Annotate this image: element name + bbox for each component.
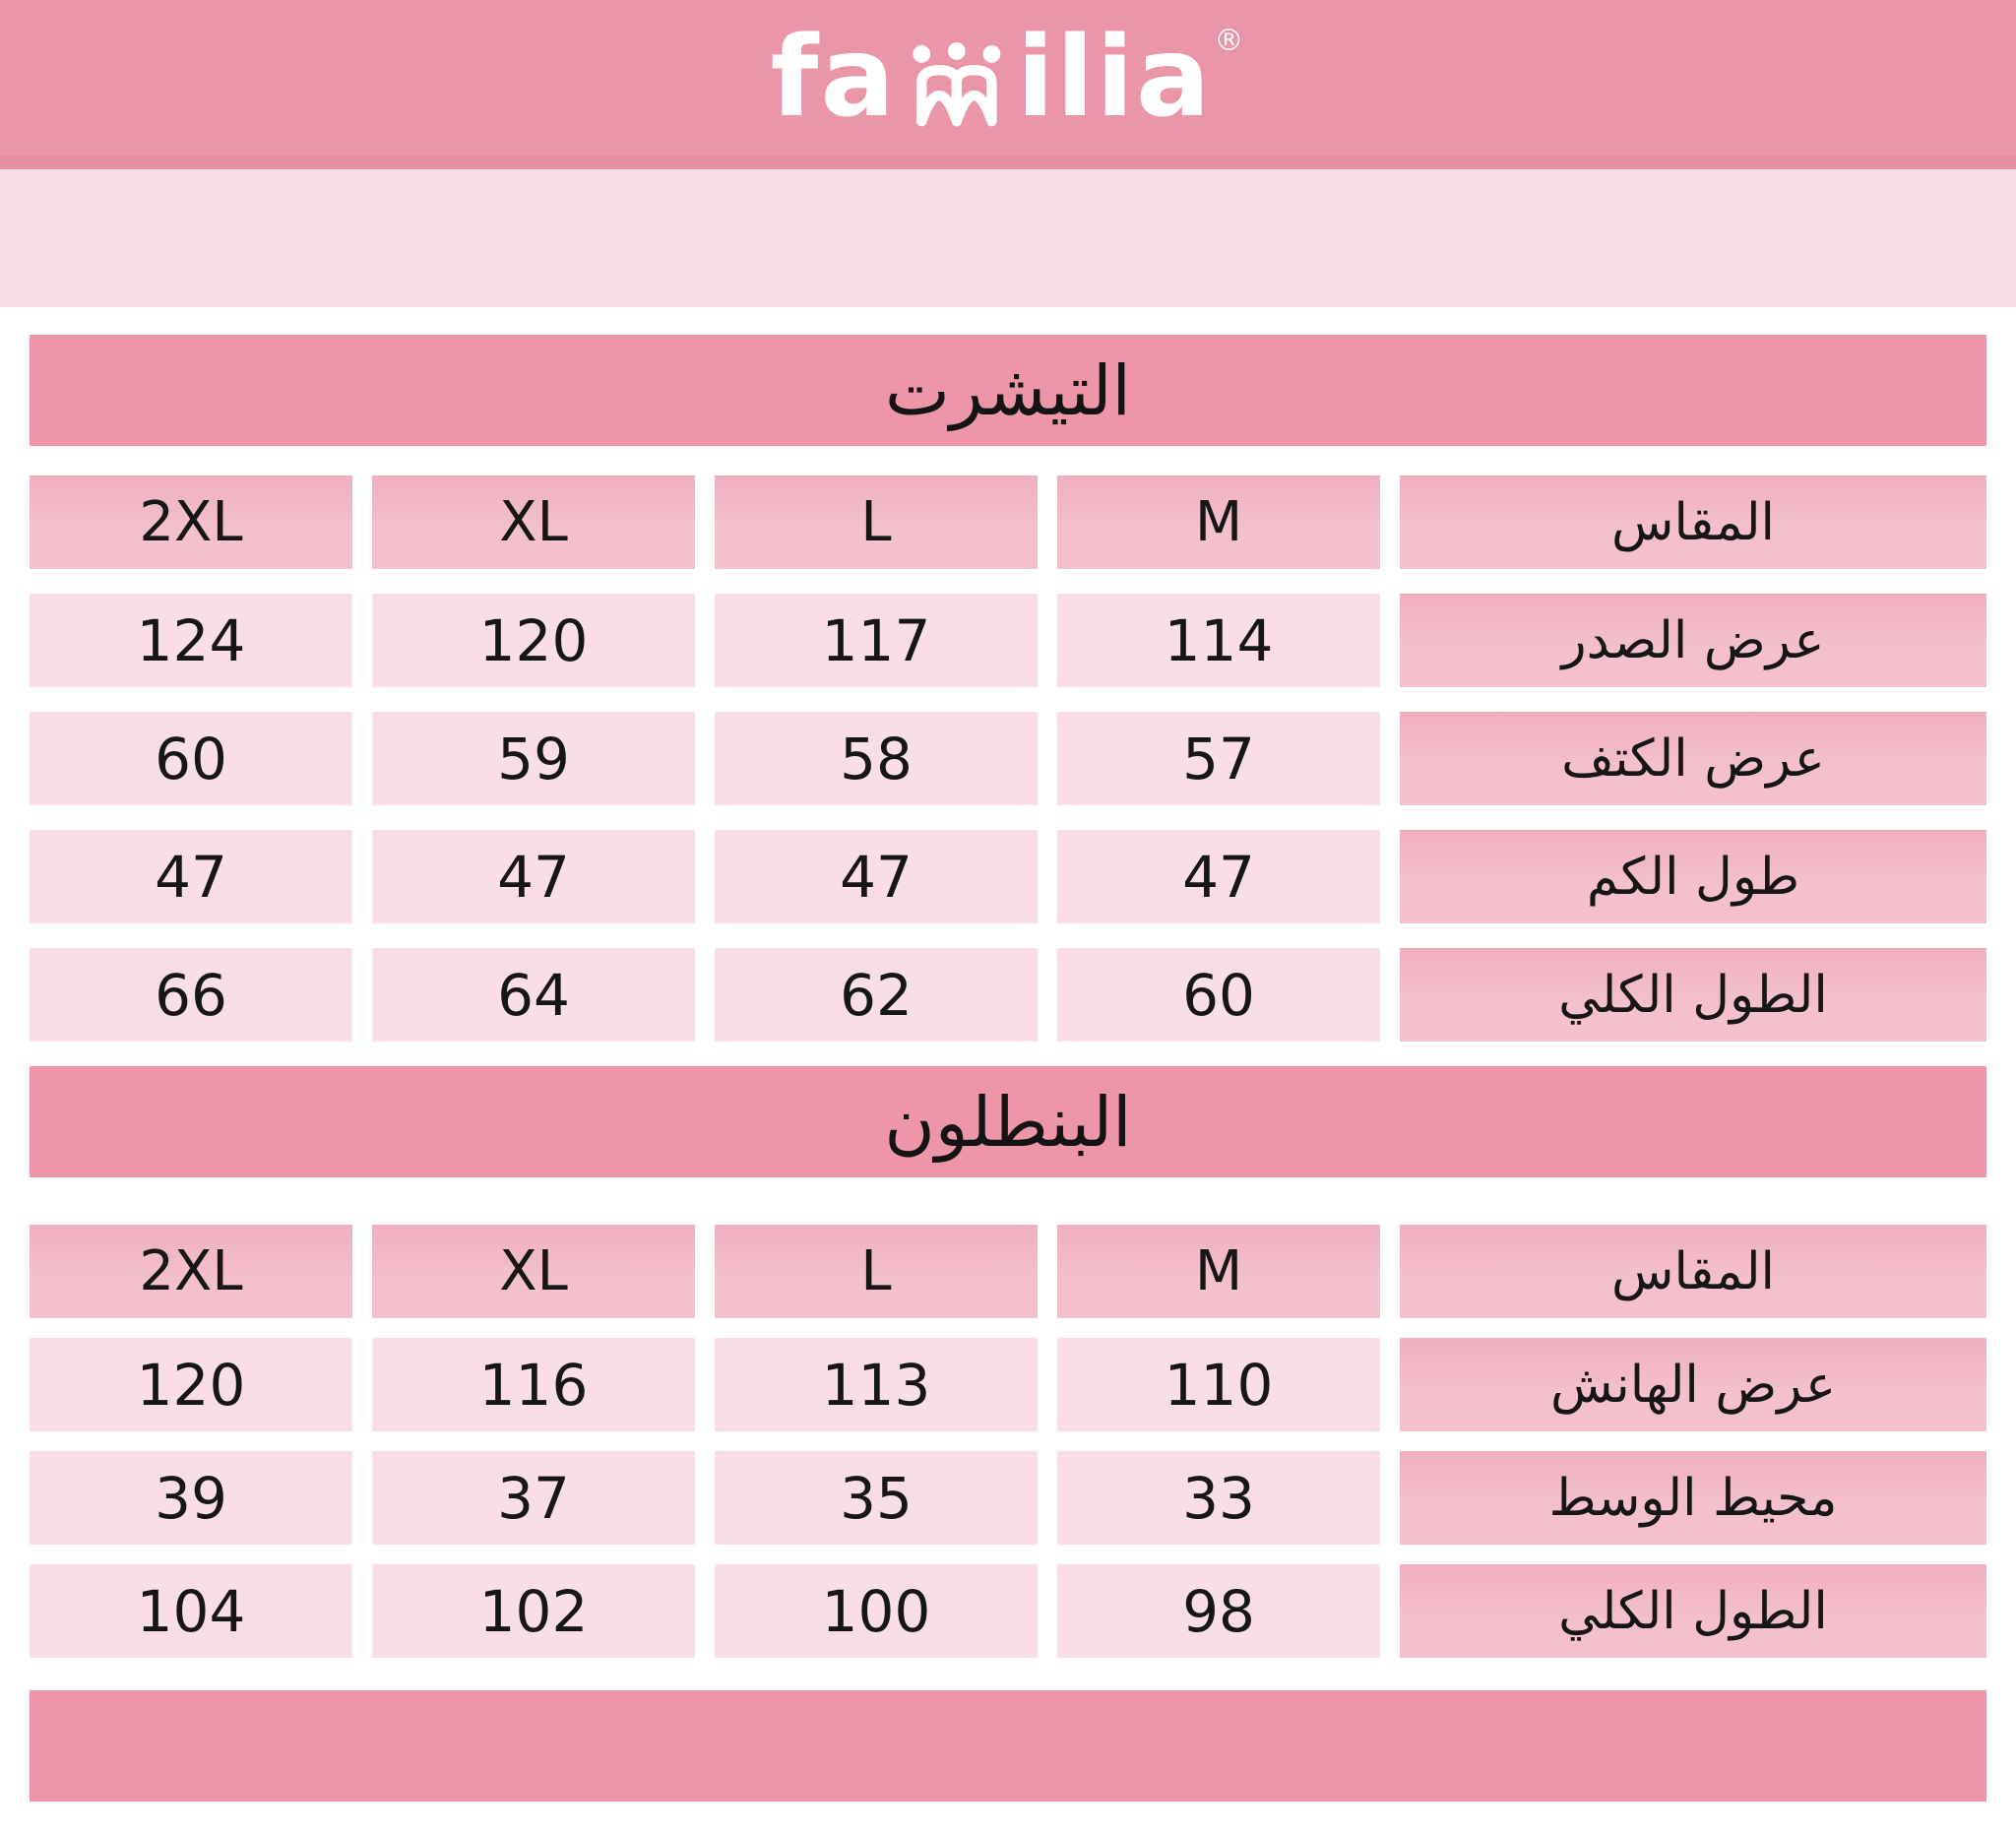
size-column-header: المقاس <box>1400 1225 1986 1318</box>
row-label-cell: محيط الوسط <box>1400 1451 1986 1545</box>
size-header-cell: 2XL <box>30 1225 352 1318</box>
footer-bar <box>30 1690 1986 1802</box>
tshirt-size-section: التيشرت المقاس M L XL 2XL عرض الصدر 114 117 120 1… <box>30 335 1986 1042</box>
value-cell: 114 <box>1057 594 1380 687</box>
row-label-cell: طول الكم <box>1400 830 1986 923</box>
value-cell: 104 <box>30 1564 352 1658</box>
size-column-header: المقاس <box>1400 475 1986 569</box>
logo-text-left: fa <box>770 14 897 142</box>
size-chart-content: التيشرت المقاس M L XL 2XL عرض الصدر 114 117 120 1… <box>30 335 1986 1802</box>
value-cell: 37 <box>372 1451 695 1545</box>
value-cell: 39 <box>30 1451 352 1545</box>
subheader-band <box>0 169 2016 307</box>
size-header-cell: XL <box>372 1225 695 1318</box>
value-cell: 47 <box>30 830 352 923</box>
pants-size-table: المقاس M L XL 2XL عرض الهانش 110 113 116 120 محيط … <box>30 1225 1986 1658</box>
size-header-cell: XL <box>372 475 695 569</box>
size-header-cell: M <box>1057 1225 1380 1318</box>
value-cell: 58 <box>715 712 1038 805</box>
pants-size-section: البنطلون المقاس M L XL 2XL عرض الهانش 110 113 11… <box>30 1066 1986 1658</box>
value-cell: 47 <box>372 830 695 923</box>
value-cell: 64 <box>372 948 695 1042</box>
value-cell: 35 <box>715 1451 1038 1545</box>
value-cell: 117 <box>715 594 1038 687</box>
value-cell: 60 <box>1057 948 1380 1042</box>
value-cell: 110 <box>1057 1338 1380 1431</box>
size-header-cell: L <box>715 475 1038 569</box>
size-header-cell: 2XL <box>30 475 352 569</box>
value-cell: 116 <box>372 1338 695 1431</box>
row-label-cell: الطول الكلي <box>1400 1564 1986 1658</box>
value-cell: 100 <box>715 1564 1038 1658</box>
value-cell: 66 <box>30 948 352 1042</box>
size-header-cell: M <box>1057 475 1380 569</box>
value-cell: 59 <box>372 712 695 805</box>
row-label-cell: عرض الصدر <box>1400 594 1986 687</box>
value-cell: 102 <box>372 1564 695 1658</box>
brand-logo: fa ilia ® <box>771 23 1246 133</box>
brand-header: fa ilia ® <box>0 0 2016 169</box>
row-label-cell: عرض الهانش <box>1400 1338 1986 1431</box>
size-header-cell: L <box>715 1225 1038 1318</box>
value-cell: 57 <box>1057 712 1380 805</box>
value-cell: 120 <box>372 594 695 687</box>
row-label-cell: عرض الكتف <box>1400 712 1986 805</box>
logo-text-right: ilia <box>1016 14 1213 142</box>
value-cell: 33 <box>1057 1451 1380 1545</box>
familia-people-icon <box>913 42 1001 127</box>
value-cell: 120 <box>30 1338 352 1431</box>
value-cell: 124 <box>30 594 352 687</box>
value-cell: 47 <box>1057 830 1380 923</box>
value-cell: 113 <box>715 1338 1038 1431</box>
value-cell: 98 <box>1057 1564 1380 1658</box>
value-cell: 47 <box>715 830 1038 923</box>
section-title-pants: البنطلون <box>30 1066 1986 1177</box>
value-cell: 62 <box>715 948 1038 1042</box>
section-title-tshirt: التيشرت <box>30 335 1986 446</box>
tshirt-size-table: المقاس M L XL 2XL عرض الصدر 114 117 120 124 عرض ال… <box>30 475 1986 1042</box>
registered-trademark: ® <box>1214 24 1246 58</box>
value-cell: 60 <box>30 712 352 805</box>
row-label-cell: الطول الكلي <box>1400 948 1986 1042</box>
